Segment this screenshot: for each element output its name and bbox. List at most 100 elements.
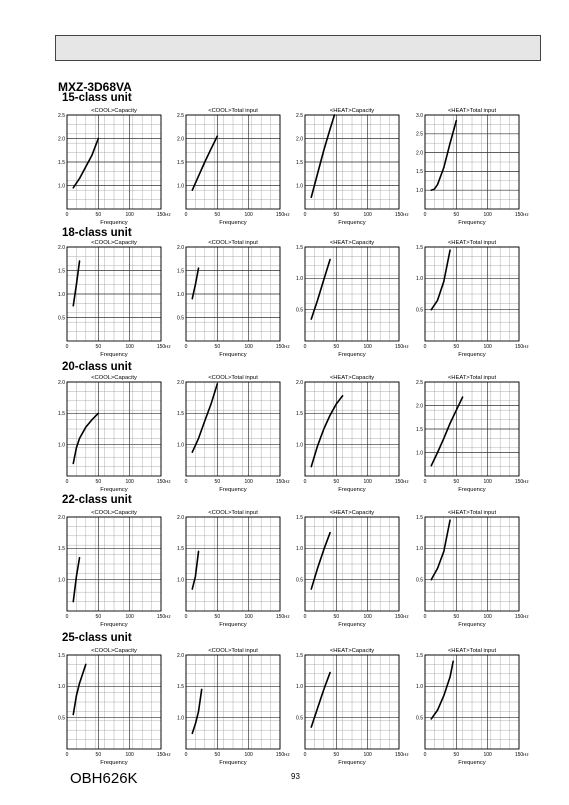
x-tick-label: 50 (454, 614, 460, 620)
x-unit-label: Hz (165, 344, 171, 349)
chart-title: <HEAT>Total input (448, 375, 497, 381)
plot-frame (185, 114, 281, 210)
y-tick-label: 2.0 (416, 150, 423, 156)
y-tick-label: 2.0 (177, 245, 184, 251)
y-tick-label: 1.5 (296, 160, 303, 166)
x-axis-label: Frequency (219, 220, 246, 226)
section-title-20: 20-class unit (62, 361, 132, 373)
plot-frame (185, 246, 281, 342)
y-tick-label: 1.5 (177, 546, 184, 552)
y-tick-label: 1.5 (296, 245, 303, 251)
chart-panel: <HEAT>Total input 0 50 100 150 Hz Frequency 0.5… (416, 648, 529, 766)
plot-frame (424, 114, 520, 210)
chart-title: <COOL>Total input (208, 375, 258, 381)
y-tick-label: 1.5 (58, 411, 65, 417)
x-tick-label: 150 (395, 614, 404, 620)
y-tick-label: 2.0 (177, 380, 184, 386)
chart-title: <COOL>Capacity (91, 510, 137, 516)
plot-frame (304, 114, 400, 210)
y-tick-label: 2.5 (296, 113, 303, 119)
x-axis-label: Frequency (219, 622, 246, 628)
chart-panel: <COOL>Total input 0 50 100 150 Hz Frequency 1.0… (177, 648, 290, 766)
series-line (72, 556, 81, 603)
x-axis-label: Frequency (458, 622, 485, 628)
plot-frame (424, 246, 520, 342)
y-tick-label: 0.5 (416, 715, 423, 721)
x-tick-label: 50 (334, 752, 340, 758)
chart-title: <HEAT>Capacity (330, 108, 374, 114)
x-tick-label: 150 (515, 479, 524, 485)
plot-frame (185, 654, 281, 750)
y-tick-label: 1.5 (58, 160, 65, 166)
x-tick-label: 0 (66, 614, 69, 620)
plot-frame (304, 516, 400, 612)
x-unit-label: Hz (523, 614, 529, 619)
x-tick-label: 150 (515, 344, 524, 350)
x-tick-label: 150 (395, 479, 404, 485)
y-tick-label: 1.5 (58, 653, 65, 659)
x-tick-label: 150 (157, 614, 166, 620)
x-axis-label: Frequency (100, 220, 127, 226)
y-tick-label: 1.0 (416, 546, 423, 552)
x-tick-label: 100 (363, 344, 372, 350)
x-tick-label: 150 (276, 344, 285, 350)
x-unit-label: Hz (523, 752, 529, 757)
x-tick-label: 100 (125, 614, 134, 620)
x-unit-label: Hz (284, 752, 290, 757)
chart-title: <HEAT>Total input (448, 648, 497, 654)
x-unit-label: Hz (523, 479, 529, 484)
x-unit-label: Hz (523, 212, 529, 217)
chart-panel: <COOL>Total input 0 50 100 150 Hz Frequency 1.0… (177, 375, 290, 493)
x-unit-label: Hz (284, 344, 290, 349)
chart-panel: <COOL>Total input 0 50 100 150 Hz Frequency 1.0… (177, 108, 290, 226)
y-tick-label: 2.0 (177, 136, 184, 142)
plot-frame (304, 654, 400, 750)
x-tick-label: 100 (125, 344, 134, 350)
x-tick-label: 150 (276, 479, 285, 485)
x-tick-label: 150 (276, 212, 285, 218)
x-tick-label: 0 (66, 752, 69, 758)
x-tick-label: 0 (424, 479, 427, 485)
series-line (310, 114, 336, 199)
series-line (191, 688, 203, 735)
series-line (430, 119, 458, 191)
chart-title: <HEAT>Capacity (330, 648, 374, 654)
y-tick-label: 2.5 (58, 113, 65, 119)
x-tick-label: 100 (363, 614, 372, 620)
x-unit-label: Hz (284, 614, 290, 619)
x-tick-label: 150 (515, 212, 524, 218)
x-tick-label: 0 (185, 614, 188, 620)
y-tick-label: 2.5 (416, 380, 423, 386)
chart-title: <COOL>Total input (208, 510, 258, 516)
y-tick-label: 1.5 (177, 684, 184, 690)
y-tick-label: 1.5 (416, 245, 423, 251)
x-tick-label: 50 (96, 479, 102, 485)
section-title-25: 25-class unit (62, 632, 132, 644)
chart-title: <COOL>Capacity (91, 108, 137, 114)
y-tick-label: 1.5 (177, 160, 184, 166)
x-axis-label: Frequency (458, 487, 485, 493)
section-title-18: 18-class unit (62, 227, 132, 239)
plot-frame (66, 114, 162, 210)
y-tick-label: 1.5 (296, 653, 303, 659)
y-tick-label: 1.5 (58, 268, 65, 274)
chart-title: <HEAT>Total input (448, 240, 497, 246)
series-line (430, 249, 451, 311)
chart-panel: <COOL>Capacity 0 50 100 150 Hz Frequency 1.0 1.5… (58, 510, 171, 628)
x-unit-label: Hz (403, 344, 409, 349)
model-title: MXZ-3D68VA (58, 80, 132, 94)
y-tick-label: 2.0 (177, 515, 184, 521)
y-tick-label: 1.0 (296, 183, 303, 189)
chart-title: <HEAT>Capacity (330, 375, 374, 381)
x-tick-label: 150 (157, 752, 166, 758)
y-tick-label: 1.0 (177, 577, 184, 583)
plot-frame (304, 381, 400, 477)
x-tick-label: 50 (96, 344, 102, 350)
y-tick-label: 2.0 (416, 403, 423, 409)
series-line (191, 383, 219, 453)
chart-title: <COOL>Capacity (91, 240, 137, 246)
plot-frame (185, 381, 281, 477)
y-tick-label: 2.0 (296, 136, 303, 142)
x-tick-label: 150 (276, 752, 285, 758)
chart-panel: <HEAT>Capacity 0 50 100 150 Hz Frequency 0.5 1.0… (296, 510, 409, 628)
